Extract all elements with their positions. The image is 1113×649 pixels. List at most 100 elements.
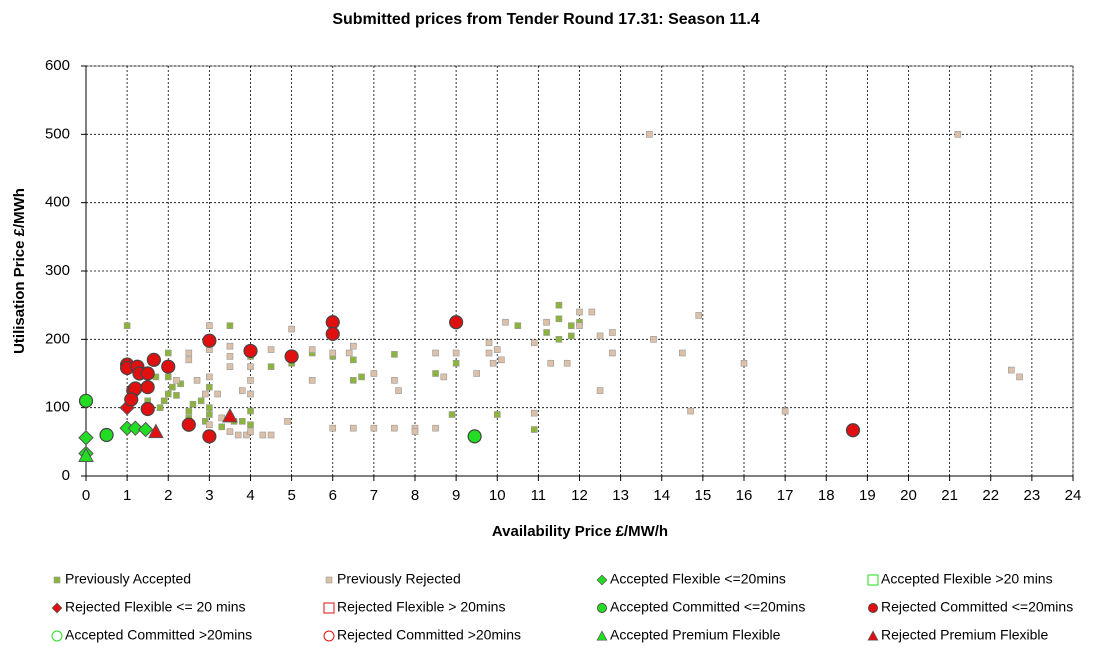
- point: [243, 431, 250, 439]
- point: [189, 400, 197, 408]
- point: [218, 423, 226, 431]
- x-tick-label: 23: [1024, 487, 1041, 504]
- point: [452, 359, 460, 367]
- point: [596, 387, 604, 394]
- point: [485, 349, 493, 357]
- point: [156, 404, 164, 411]
- point: [164, 349, 172, 357]
- x-tick-label: 17: [777, 487, 794, 504]
- legend-label: Accepted Premium Flexible: [610, 627, 781, 643]
- point: [547, 359, 555, 367]
- point: [173, 377, 180, 384]
- point: [687, 407, 694, 415]
- point: [197, 397, 205, 405]
- point: [555, 301, 563, 309]
- x-tick-label: 6: [329, 487, 337, 504]
- point: [206, 383, 213, 391]
- point: [530, 426, 538, 433]
- point: [140, 380, 155, 395]
- point: [247, 390, 254, 398]
- x-tick-label: 2: [164, 487, 172, 504]
- point: [350, 377, 357, 384]
- point: [448, 411, 456, 418]
- point: [259, 431, 267, 439]
- legend-marker: [868, 603, 878, 613]
- point: [226, 428, 234, 435]
- point: [845, 423, 861, 438]
- point: [740, 359, 748, 367]
- point: [350, 356, 357, 364]
- legend-label: Accepted Committed <=20mins: [610, 599, 805, 615]
- legend-marker: [867, 630, 879, 641]
- legend-label: Accepted Flexible <=20mins: [610, 571, 786, 587]
- point: [169, 383, 176, 391]
- point: [588, 308, 596, 316]
- y-tick-label: 100: [45, 399, 70, 416]
- x-tick-label: 13: [612, 487, 629, 504]
- point: [679, 349, 686, 357]
- point: [247, 428, 254, 435]
- point: [370, 424, 378, 432]
- point: [140, 366, 155, 381]
- point: [493, 411, 501, 418]
- x-tick-label: 12: [571, 487, 588, 504]
- point: [650, 336, 657, 343]
- y-tick-label: 500: [45, 125, 70, 142]
- point: [206, 411, 213, 418]
- legend-marker: [51, 630, 63, 642]
- x-tick-label: 3: [205, 487, 213, 504]
- point: [485, 339, 493, 347]
- point: [148, 423, 164, 439]
- x-tick-label: 5: [287, 487, 295, 504]
- point: [609, 329, 616, 336]
- point: [206, 421, 213, 429]
- x-tick-label: 21: [941, 487, 958, 504]
- legend-label: Rejected Committed <=20mins: [881, 599, 1073, 615]
- x-tick-label: 9: [452, 487, 460, 504]
- point: [140, 401, 155, 417]
- point: [201, 418, 209, 425]
- point: [596, 332, 604, 340]
- point: [243, 343, 258, 359]
- point: [267, 363, 275, 370]
- y-tick-label: 200: [45, 330, 70, 347]
- point: [238, 387, 246, 394]
- x-tick-label: 11: [531, 487, 547, 504]
- point: [781, 407, 789, 415]
- y-tick-label: 400: [45, 194, 70, 211]
- point: [530, 409, 538, 417]
- legend-marker: [323, 630, 335, 642]
- point: [185, 356, 193, 364]
- point: [452, 349, 460, 357]
- point: [164, 390, 172, 398]
- point: [267, 431, 275, 439]
- point: [137, 421, 154, 438]
- point: [473, 370, 480, 377]
- legend-label: Previously Rejected: [337, 571, 461, 587]
- x-tick-label: 20: [900, 487, 917, 504]
- legend-marker: [323, 602, 335, 614]
- point: [206, 322, 213, 329]
- point: [576, 308, 583, 316]
- point: [226, 342, 234, 350]
- point: [493, 346, 501, 353]
- point: [201, 390, 209, 398]
- point: [695, 312, 703, 319]
- point: [214, 390, 221, 398]
- point: [609, 349, 616, 357]
- point: [99, 427, 114, 443]
- point: [146, 352, 161, 367]
- legend-label: Rejected Flexible <= 20 mins: [65, 599, 246, 615]
- point: [325, 326, 340, 341]
- legend-marker: [597, 603, 607, 613]
- point: [543, 318, 550, 326]
- point: [164, 373, 172, 381]
- legend-marker: [596, 574, 608, 586]
- x-tick-label: 19: [859, 487, 876, 504]
- x-tick-label: 22: [982, 487, 999, 504]
- point: [555, 315, 563, 323]
- x-tick-label: 14: [653, 487, 670, 504]
- point: [284, 349, 299, 364]
- point: [514, 322, 522, 329]
